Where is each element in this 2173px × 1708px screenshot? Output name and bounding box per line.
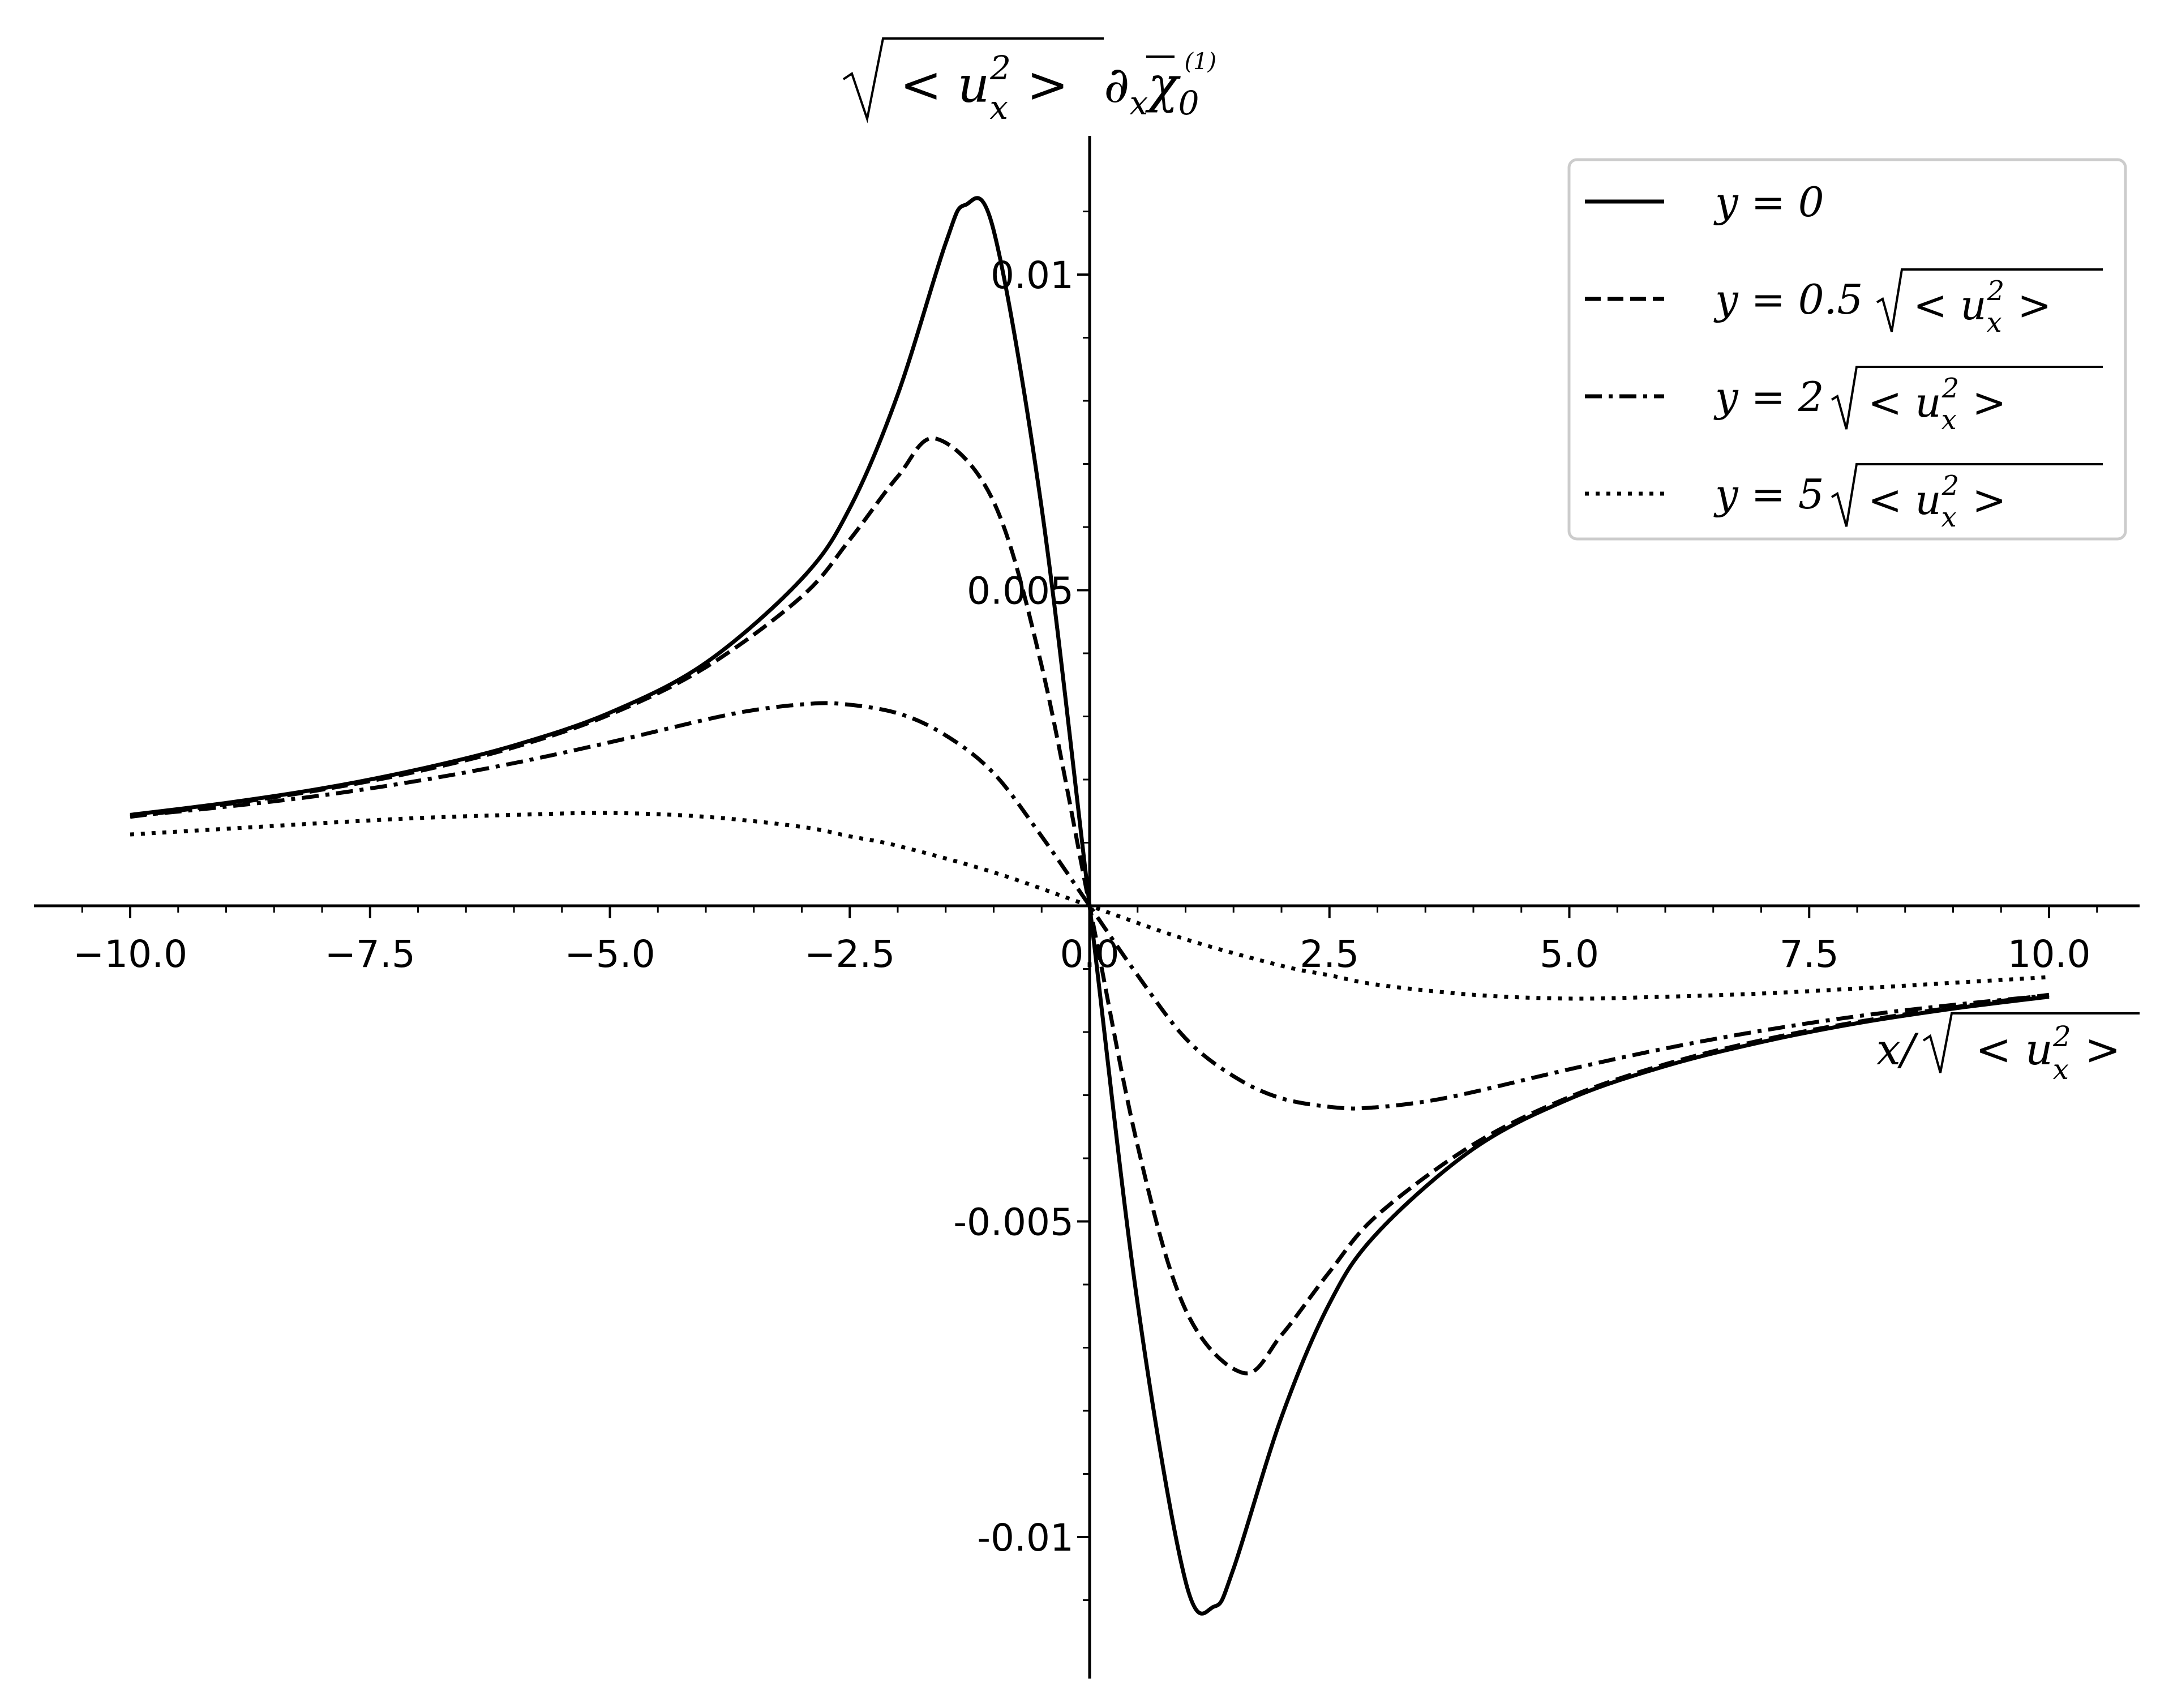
y-label-chi: χ xyxy=(1145,55,1181,114)
y-label-chi-sub: 0 xyxy=(1178,84,1199,122)
legend-sqrt-content: < ux2 > xyxy=(1913,275,2051,339)
y-tick-label: -0.005 xyxy=(953,1201,1074,1244)
y-label-root: < u xyxy=(900,55,989,114)
y-label-sup: 2 xyxy=(989,49,1011,87)
x-label-x: x/ xyxy=(1876,1024,1919,1075)
x-tick-label: −7.5 xyxy=(325,932,415,976)
x-label-gt: > xyxy=(2071,1024,2121,1075)
y-label-chi-sup: (1) xyxy=(1184,49,1216,75)
y-label-gt: > xyxy=(1011,55,1069,114)
legend-sqrt-sign xyxy=(1876,268,2103,332)
legend: y = 0 y = 0.5 < ux2 > y = 2 < ux2 > y = 5 < ux… xyxy=(1567,158,2127,541)
legend-sqrt-sign xyxy=(1831,463,2103,527)
legend-label-1: y = 0 xyxy=(1713,178,1824,226)
x-tick-label: −10.0 xyxy=(73,932,187,976)
svg-text:∂xχ0(1): ∂xχ0 (1) xyxy=(1104,49,1216,122)
series-line-3 xyxy=(130,701,2050,1111)
legend-label-4: y = 5 xyxy=(1713,470,1824,518)
series-line-4 xyxy=(130,811,2050,1001)
x-label-sup: 2 xyxy=(2052,1020,2071,1053)
y-label-deriv-sub: x xyxy=(1130,84,1148,122)
x-tick-label: 2.5 xyxy=(1300,932,1359,976)
legend-sqrt-content: < ux2 > xyxy=(1868,470,2006,533)
x-tick-label: 5.0 xyxy=(1540,932,1599,976)
x-tick-label: 7.5 xyxy=(1780,932,1839,976)
x-ticks: −10.0 −7.5 −5.0 −2.5 0.0 2.5 5.0 7.5 10.0 xyxy=(73,906,2098,976)
x-label-sqrt-sign xyxy=(1922,1012,2140,1073)
x-axis-label: x/ < ux2 > xyxy=(1876,1012,2140,1086)
legend-label-3: y = 2 xyxy=(1713,373,1824,421)
svg-text:< ux2 >: < ux2 > xyxy=(900,49,1069,127)
legend-box xyxy=(1567,158,2127,541)
x-tick-label: 10.0 xyxy=(2008,932,2091,976)
svg-text:x/: x/ xyxy=(1876,1024,1919,1075)
legend-sqrt-content: < ux2 > xyxy=(1868,373,2006,436)
legend-sqrt-sign xyxy=(1831,366,2103,430)
x-tick-label: −2.5 xyxy=(804,932,895,976)
y-label-sub: x xyxy=(989,88,1008,127)
y-tick-label: -0.01 xyxy=(977,1516,1074,1560)
x-label-root: < u xyxy=(1975,1024,2053,1075)
y-label-sqrt-sign xyxy=(842,37,1104,123)
series-lines xyxy=(130,196,2050,1616)
x-tick-label: −5.0 xyxy=(564,932,655,976)
legend-label-2: y = 0.5 xyxy=(1713,276,1863,323)
svg-text:< ux2 >: < ux2 > xyxy=(1975,1020,2121,1086)
y-label-deriv: ∂ xyxy=(1104,55,1130,114)
y-axis-label: < ux2 > ∂xχ0(1) xyxy=(842,37,1216,127)
x-label-sub: x xyxy=(2053,1053,2069,1086)
